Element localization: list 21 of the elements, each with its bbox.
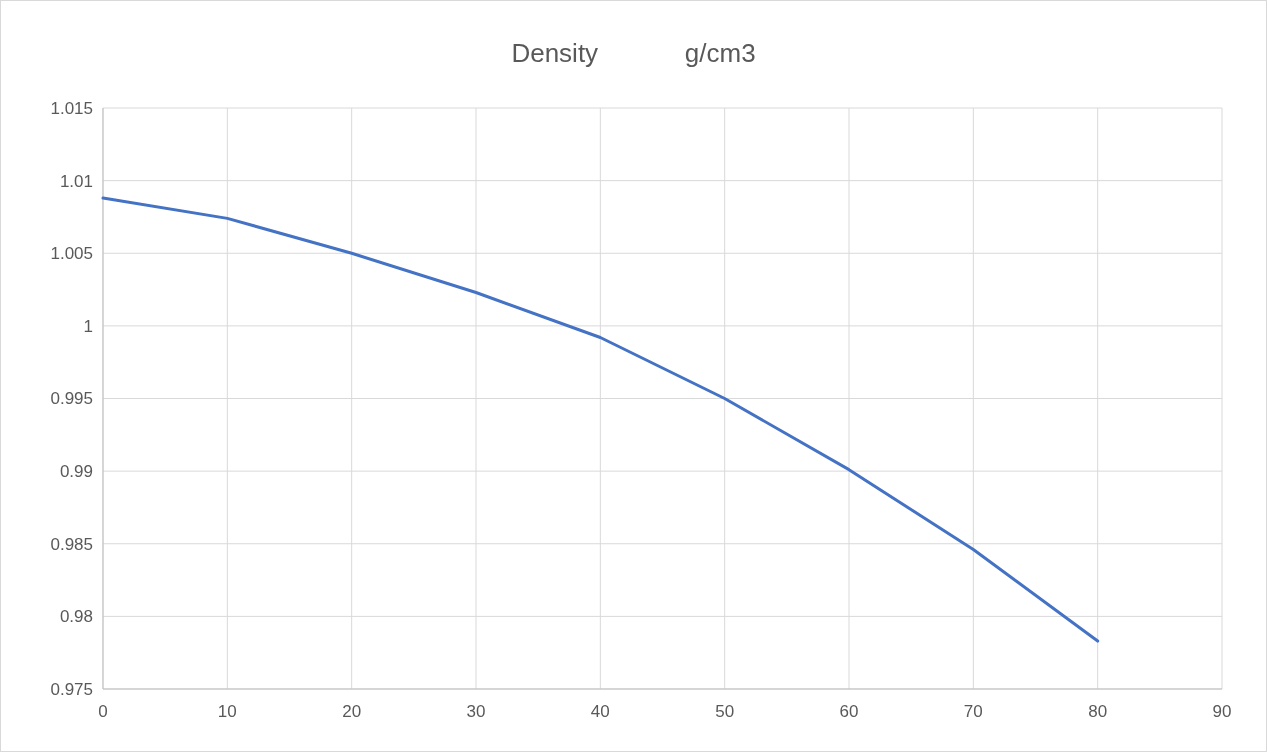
x-tick-label: 80: [1088, 702, 1108, 721]
x-tick-label: 60: [839, 702, 859, 721]
x-tick-label: 50: [715, 702, 735, 721]
y-tick-label: 0.985: [50, 534, 93, 554]
y-tick-label: 1: [83, 316, 93, 336]
x-tick-label: 90: [1212, 702, 1232, 721]
y-tick-label: 0.995: [50, 389, 93, 409]
line-series: [101, 196, 1100, 643]
y-tick-label: 1.01: [59, 171, 93, 191]
y-tick-label: 1.005: [50, 244, 93, 264]
chart-title: Density g/cm3: [511, 38, 756, 68]
x-tick-label: 40: [590, 702, 610, 721]
y-tick-label: 0.99: [59, 462, 93, 482]
x-tick-label: 30: [466, 702, 486, 721]
y-tick-label: 0.98: [59, 607, 93, 627]
y-tick-label: 1.015: [50, 98, 93, 118]
x-tick-label: 70: [963, 702, 983, 721]
x-tick-label: 10: [217, 702, 237, 721]
y-tick-label: 0.975: [50, 679, 93, 699]
x-tick-label: 0: [98, 702, 108, 721]
x-tick-label: 20: [342, 702, 362, 721]
